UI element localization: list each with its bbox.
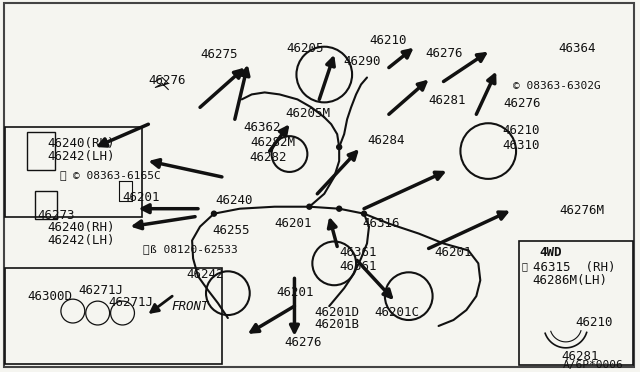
Text: 46281: 46281 xyxy=(562,350,599,363)
Circle shape xyxy=(362,211,367,216)
Text: 46276: 46276 xyxy=(503,97,541,110)
Text: Ⓒ: Ⓒ xyxy=(60,171,66,181)
Text: 46282M: 46282M xyxy=(251,136,296,149)
Text: 46310: 46310 xyxy=(502,139,540,152)
Text: 46362: 46362 xyxy=(244,121,281,134)
Text: A/6P*0006: A/6P*0006 xyxy=(563,360,623,370)
Text: 46201: 46201 xyxy=(122,191,160,204)
Text: 46290: 46290 xyxy=(343,55,381,68)
Text: 46210: 46210 xyxy=(502,124,540,137)
Circle shape xyxy=(211,211,216,216)
Text: 46276M: 46276M xyxy=(560,204,605,217)
Text: 46364: 46364 xyxy=(559,42,596,55)
Bar xyxy=(27,132,55,170)
Text: 46276: 46276 xyxy=(426,47,463,60)
Text: ß 08120-62533: ß 08120-62533 xyxy=(150,246,238,256)
Text: © 08363-6302G: © 08363-6302G xyxy=(513,81,601,92)
Circle shape xyxy=(337,206,342,211)
Text: 46242(LH): 46242(LH) xyxy=(47,234,115,247)
Text: 46242(LH): 46242(LH) xyxy=(47,150,115,163)
Bar xyxy=(5,268,222,364)
Text: 46242: 46242 xyxy=(186,268,223,281)
Text: 46210: 46210 xyxy=(369,34,406,47)
Text: 46271J: 46271J xyxy=(79,284,124,297)
Text: 46201: 46201 xyxy=(275,217,312,230)
Text: 46240(RH): 46240(RH) xyxy=(47,221,115,234)
Text: 4WD: 4WD xyxy=(539,247,561,259)
Text: 46361: 46361 xyxy=(339,247,377,259)
Bar xyxy=(5,127,143,217)
Text: 46315  (RH): 46315 (RH) xyxy=(533,262,616,275)
Text: FRONT: FRONT xyxy=(172,300,209,313)
Text: 46276: 46276 xyxy=(285,336,322,349)
Text: 46286M(LH): 46286M(LH) xyxy=(532,274,607,287)
Circle shape xyxy=(337,145,342,150)
Text: 46201C: 46201C xyxy=(374,306,419,319)
Text: 46205M: 46205M xyxy=(285,108,330,120)
Circle shape xyxy=(307,204,312,209)
Text: 46275: 46275 xyxy=(200,48,237,61)
Text: 46284: 46284 xyxy=(367,134,404,147)
Text: 46201D: 46201D xyxy=(314,306,359,319)
Text: © 08363-6165C: © 08363-6165C xyxy=(73,171,161,181)
Text: 46210: 46210 xyxy=(576,316,613,329)
Text: 46255: 46255 xyxy=(212,224,250,237)
Text: 46282: 46282 xyxy=(250,151,287,164)
Bar xyxy=(519,241,634,365)
Text: 46201: 46201 xyxy=(276,286,314,299)
Text: 46201B: 46201B xyxy=(314,318,359,331)
Text: 46240(RH): 46240(RH) xyxy=(47,137,115,150)
Text: 46273: 46273 xyxy=(37,209,74,222)
Text: Ⓑ: Ⓑ xyxy=(142,246,148,256)
Bar xyxy=(35,191,57,219)
Text: 46316: 46316 xyxy=(362,217,399,230)
Text: 46205: 46205 xyxy=(287,42,324,55)
Text: 46276: 46276 xyxy=(148,74,186,87)
Text: 46361: 46361 xyxy=(339,260,377,273)
Text: Ⓒ: Ⓒ xyxy=(521,262,527,271)
Text: 46281: 46281 xyxy=(429,94,466,108)
Text: 46240: 46240 xyxy=(215,194,252,207)
Text: 46271J: 46271J xyxy=(109,296,154,309)
Text: 46201: 46201 xyxy=(435,247,472,259)
Text: 46300D: 46300D xyxy=(27,290,72,303)
